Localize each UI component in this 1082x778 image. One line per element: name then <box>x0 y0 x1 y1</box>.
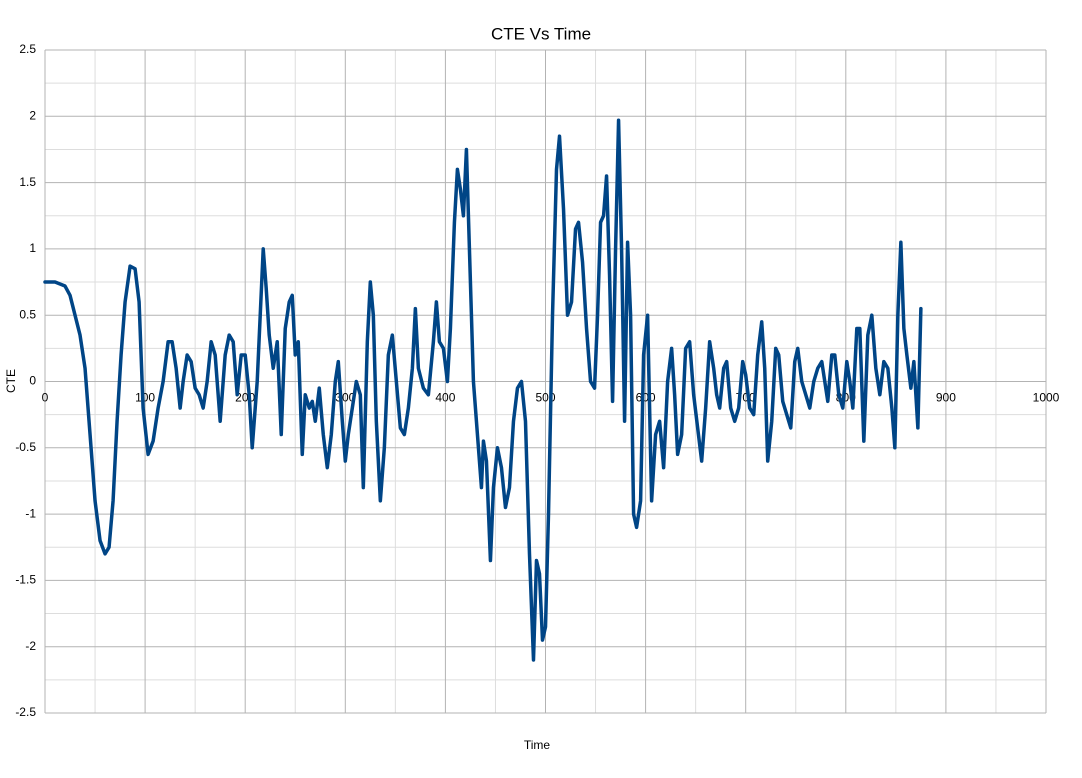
x-tick-label: 0 <box>42 391 49 405</box>
y-tick-label: 0.5 <box>19 307 36 321</box>
y-tick-label: -1.5 <box>15 573 36 587</box>
x-tick-label: 1000 <box>1033 391 1060 405</box>
x-tick-label: 500 <box>535 391 555 405</box>
x-tick-label: 100 <box>135 391 155 405</box>
x-tick-label: 900 <box>936 391 956 405</box>
y-tick-label: -2 <box>25 639 36 653</box>
y-tick-label: 2 <box>29 108 36 122</box>
y-tick-label: 2.5 <box>19 42 36 56</box>
y-tick-label: -0.5 <box>15 440 36 454</box>
y-tick-label: 0 <box>29 374 36 388</box>
data-line <box>43 118 923 662</box>
y-tick-label: -2.5 <box>15 705 36 719</box>
x-tick-label: 600 <box>636 391 656 405</box>
x-axis-label: Time <box>524 738 551 752</box>
y-axis-label: CTE <box>4 369 18 393</box>
y-tick-label: -1 <box>25 506 36 520</box>
y-tick-label: 1 <box>29 241 36 255</box>
chart-title: CTE Vs Time <box>491 24 591 43</box>
x-tick-label: 400 <box>435 391 455 405</box>
y-tick-label: 1.5 <box>19 175 36 189</box>
grid <box>44 49 1047 714</box>
